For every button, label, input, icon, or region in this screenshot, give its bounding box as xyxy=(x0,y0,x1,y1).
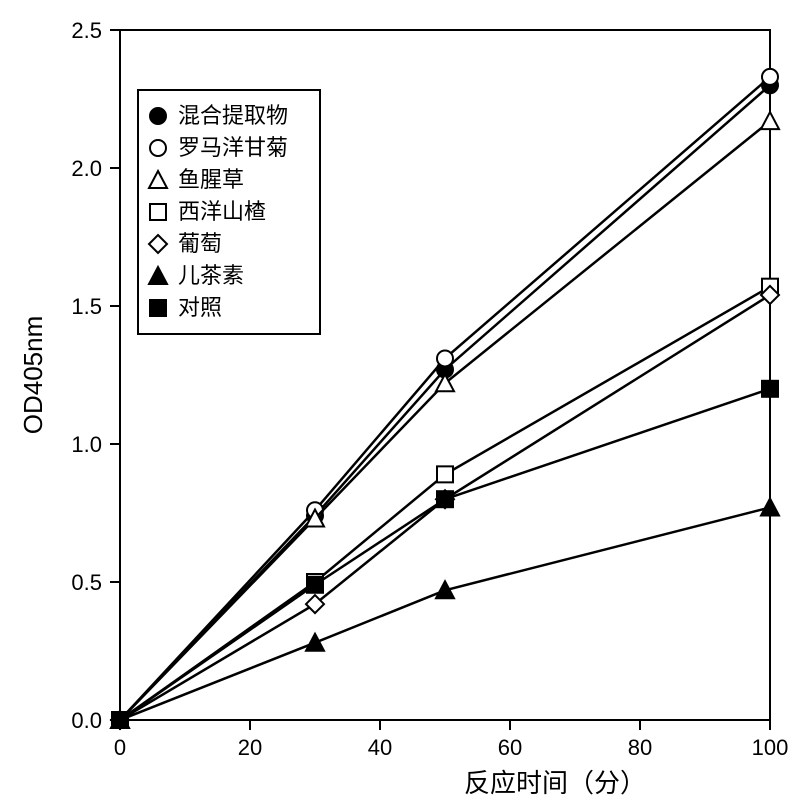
x-tick-label: 100 xyxy=(752,735,789,760)
x-tick-label: 80 xyxy=(628,735,652,760)
legend-label: 葡萄 xyxy=(178,231,222,256)
y-tick-label: 0.0 xyxy=(71,708,102,733)
legend-label: 罗马洋甘菊 xyxy=(178,135,288,160)
chart-container: 0 20 40 60 80 100 0.0 0.5 1.0 1.5 2.0 2.5 反应时间（分） OD4… xyxy=(0,0,800,808)
legend-label: 对照 xyxy=(178,295,222,320)
legend-label: 混合提取物 xyxy=(178,103,288,128)
x-tick-label: 20 xyxy=(238,735,262,760)
x-tick-label: 0 xyxy=(114,735,126,760)
y-tick-label: 1.0 xyxy=(71,432,102,457)
x-tick-label: 60 xyxy=(498,735,522,760)
line-chart: 0 20 40 60 80 100 0.0 0.5 1.0 1.5 2.0 2.5 反应时间（分） OD4… xyxy=(0,0,800,808)
x-tick-label: 40 xyxy=(368,735,392,760)
y-axis-label: OD405nm xyxy=(18,316,48,435)
legend-label: 西洋山楂 xyxy=(178,199,266,224)
y-tick-label: 2.0 xyxy=(71,156,102,181)
x-axis-label: 反应时间（分） xyxy=(464,768,646,798)
y-tick-label: 2.5 xyxy=(71,18,102,43)
legend-label: 儿茶素 xyxy=(178,263,244,288)
legend-label: 鱼腥草 xyxy=(178,167,244,192)
y-tick-label: 0.5 xyxy=(71,570,102,595)
y-tick-label: 1.5 xyxy=(71,294,102,319)
